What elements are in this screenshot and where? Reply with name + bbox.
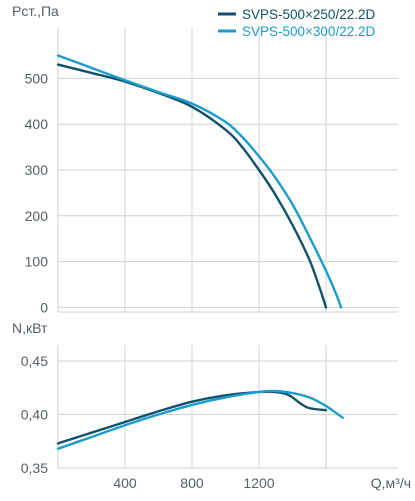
power-x-tick-label: 1200 — [243, 475, 274, 491]
power-y-axis-label: N,кВт — [12, 320, 48, 336]
power-panel: 0,35 0,40 0,45 400 800 1200 N,кВт Q,м³/ч — [12, 320, 411, 491]
power-y-tick-label: 0,40 — [21, 407, 48, 423]
pressure-y-tick-label: 200 — [25, 208, 49, 224]
legend-label-2: SVPS-500×300/22.2D — [242, 24, 375, 39]
pressure-y-axis-label: Pст.,Па — [12, 3, 59, 19]
pressure-y-tick-label: 300 — [25, 162, 49, 178]
power-x-tick-label: 400 — [113, 475, 137, 491]
pressure-series-line-1 — [56, 63, 328, 309]
pressure-y-tick-label: 100 — [25, 254, 49, 270]
power-x-axis-label: Q,м³/ч — [371, 475, 411, 491]
pressure-y-tick-label: 0 — [40, 299, 48, 315]
power-x-tick-label: 800 — [180, 475, 204, 491]
pressure-panel: 0 100 200 300 400 500 Pст.,Па — [12, 3, 398, 315]
pressure-y-tick-label: 400 — [25, 116, 49, 132]
chart-legend: SVPS-500×250/22.2D SVPS-500×300/22.2D — [218, 7, 375, 39]
legend-label-1: SVPS-500×250/22.2D — [242, 7, 375, 22]
pressure-series-line-2 — [56, 54, 343, 309]
pressure-y-tick-label: 500 — [25, 70, 49, 86]
power-series-line-2 — [56, 389, 344, 450]
power-y-tick-label: 0,35 — [21, 460, 48, 476]
power-y-tick-label: 0,45 — [21, 353, 48, 369]
